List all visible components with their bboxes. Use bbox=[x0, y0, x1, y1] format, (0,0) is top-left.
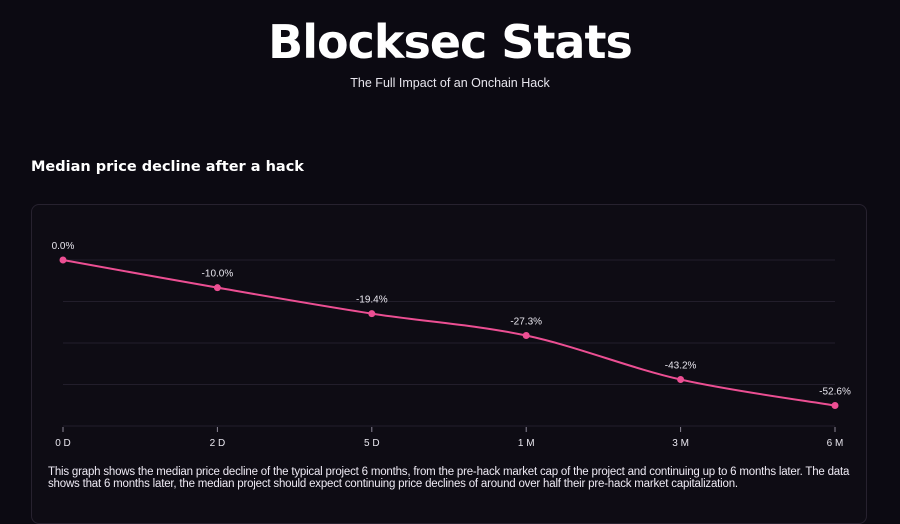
x-tick-label: 2 D bbox=[210, 438, 226, 449]
x-tick-label: 1 M bbox=[518, 438, 535, 449]
data-point bbox=[59, 256, 67, 264]
x-tick-label: 6 M bbox=[827, 438, 844, 449]
data-label: 0.0% bbox=[52, 241, 75, 252]
data-point bbox=[368, 310, 376, 318]
chart-description: This graph shows the median price declin… bbox=[48, 466, 850, 490]
data-point bbox=[677, 376, 685, 384]
page-title: Blocksec Stats bbox=[268, 15, 633, 69]
x-tick-label: 0 D bbox=[55, 438, 71, 449]
x-tick-label: 5 D bbox=[364, 438, 380, 449]
chart-title: Median price decline after a hack bbox=[31, 159, 304, 175]
data-label: -43.2% bbox=[665, 361, 697, 372]
line-chart: 0 D 2 D 5 D 1 M 3 M 6 M 0.0% -10.0% -19.4% -27.3%… bbox=[52, 241, 851, 449]
data-label: -10.0% bbox=[202, 269, 234, 280]
data-label: -19.4% bbox=[356, 295, 388, 306]
x-tick-label: 3 M bbox=[672, 438, 689, 449]
series-line bbox=[62, 259, 836, 407]
page-subtitle: The Full Impact of an Onchain Hack bbox=[350, 76, 550, 90]
data-label: -52.6% bbox=[819, 387, 851, 398]
data-point bbox=[213, 284, 221, 292]
data-point bbox=[522, 332, 530, 340]
data-point bbox=[831, 402, 839, 410]
data-label: -27.3% bbox=[510, 317, 542, 328]
